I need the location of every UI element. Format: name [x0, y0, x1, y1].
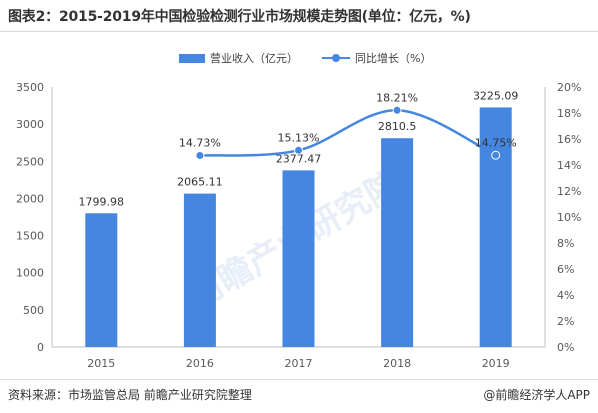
legend: 营业收入（亿元） 同比增长（%） — [0, 50, 598, 66]
y-right-tick-label: 12% — [557, 185, 581, 198]
brand-label: @前瞻经济学人APP — [483, 388, 590, 402]
legend-swatch-line — [322, 53, 350, 63]
growth-point — [491, 150, 501, 160]
growth-value-label: 14.75% — [475, 136, 517, 149]
title-divider — [0, 31, 598, 32]
growth-point — [392, 105, 402, 115]
x-tick-label: 2018 — [383, 357, 411, 370]
bar — [282, 170, 315, 347]
growth-line — [199, 109, 497, 157]
source-note: 资料来源：市场监管总局 前瞻产业研究院整理 — [8, 388, 252, 402]
y-right-tick-label: 6% — [557, 263, 574, 276]
bar-value-label: 2065.11 — [177, 176, 223, 189]
y-right-tick-label: 2% — [557, 315, 574, 328]
y-right-tick-label: 8% — [557, 237, 574, 250]
x-tick-label: 2017 — [285, 357, 313, 370]
bar — [85, 213, 118, 347]
y-right-tick-label: 0% — [557, 341, 574, 354]
growth-point — [195, 151, 205, 161]
bar-value-label: 3225.09 — [473, 89, 519, 102]
y-left-tick-label: 0 — [37, 341, 44, 354]
legend-label-revenue: 营业收入（亿元） — [210, 52, 298, 65]
y-left-tick-label: 1500 — [16, 230, 44, 243]
y-right-tick-label: 20% — [557, 81, 581, 94]
y-right-tick-label: 4% — [557, 289, 574, 302]
legend-item-growth: 同比增长（%） — [322, 50, 431, 66]
growth-value-label: 14.73% — [179, 137, 221, 150]
growth-value-label: 15.13% — [278, 131, 320, 144]
y-left-tick-label: 2500 — [16, 155, 44, 168]
y-left-tick-label: 1000 — [16, 267, 44, 280]
chart-title: 图表2：2015-2019年中国检验检测行业市场规模走势图(单位：亿元，%) — [8, 9, 471, 25]
bar-value-label: 1799.98 — [79, 195, 125, 208]
x-tick-label: 2015 — [87, 357, 115, 370]
y-right-tick-label: 14% — [557, 159, 581, 172]
x-tick-label: 2019 — [482, 357, 510, 370]
bar — [381, 138, 414, 347]
bar — [479, 107, 512, 348]
legend-item-revenue: 营业收入（亿元） — [179, 50, 298, 66]
y-left-tick-label: 500 — [23, 304, 44, 317]
x-tick-label: 2016 — [186, 357, 214, 370]
y-left-tick-label: 2000 — [16, 192, 44, 205]
legend-label-growth: 同比增长（%） — [355, 52, 432, 65]
legend-swatch-bar — [179, 53, 205, 63]
footer-divider — [0, 379, 598, 380]
bar — [183, 193, 216, 347]
y-right-tick-label: 16% — [557, 133, 581, 146]
y-left-tick-label: 3000 — [16, 118, 44, 131]
bar-value-label: 2810.5 — [378, 120, 417, 133]
y-right-tick-label: 10% — [557, 211, 581, 224]
y-right-tick-label: 18% — [557, 107, 581, 120]
growth-value-label: 18.21% — [376, 91, 418, 104]
growth-point — [294, 145, 303, 155]
bar-value-label: 2377.47 — [276, 152, 322, 165]
y-left-tick-label: 3500 — [16, 81, 44, 94]
